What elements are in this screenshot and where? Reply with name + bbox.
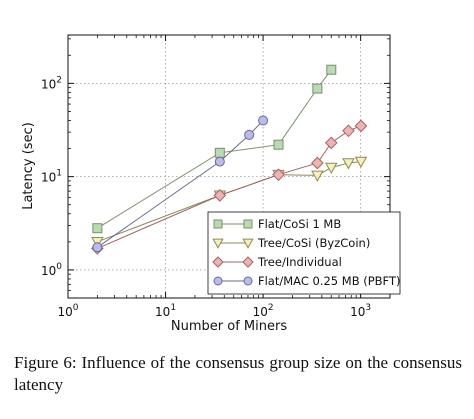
legend-label: Tree/CoSi (ByzCoin) xyxy=(257,236,370,250)
data-point xyxy=(244,129,255,140)
legend: Flat/CoSi 1 MB Tree/CoSi (ByzCoin) Tree/In… xyxy=(207,211,401,295)
legend-item: Flat/CoSi 1 MB xyxy=(213,217,341,231)
legend-marker xyxy=(213,219,223,229)
legend-label: Tree/Individual xyxy=(257,255,342,269)
legend-item: Flat/MAC 0.25 MB (PBFT) xyxy=(213,274,400,288)
latency-chart: 100 101 102 103 100 101 102 Number of Miners L… xyxy=(21,34,401,334)
series-0 xyxy=(92,64,337,234)
x-tick-label: 100 xyxy=(57,303,78,319)
legend-marker xyxy=(243,276,253,286)
legend-marker xyxy=(242,238,254,249)
data-point xyxy=(258,115,269,126)
data-point xyxy=(272,168,285,181)
data-point xyxy=(326,64,337,75)
data-point xyxy=(354,156,368,169)
y-tick-label: 102 xyxy=(41,75,62,91)
legend-marker xyxy=(212,256,224,268)
series-line xyxy=(97,69,332,229)
series-line xyxy=(97,120,264,248)
chart-figure: 100 101 102 103 100 101 102 Number of Miners L… xyxy=(21,34,401,334)
x-tick-label: 101 xyxy=(155,303,176,319)
axis-ticks: 100 101 102 103 100 101 102 xyxy=(41,35,391,319)
legend-label: Flat/CoSi 1 MB xyxy=(258,217,341,231)
legend-marker xyxy=(212,238,224,249)
legend-item: Tree/Individual xyxy=(212,255,342,269)
legend-marker xyxy=(213,276,223,286)
data-point xyxy=(214,156,225,167)
data-point xyxy=(213,189,227,202)
data-point xyxy=(342,158,355,170)
figure-caption: Figure 6: Influence of the consensus gro… xyxy=(14,353,462,394)
data-point xyxy=(92,242,103,253)
data-point xyxy=(311,170,324,182)
legend-marker xyxy=(243,219,253,229)
y-tick-label: 100 xyxy=(41,262,62,278)
legend-marker xyxy=(242,256,254,268)
data-point xyxy=(312,83,323,94)
data-point xyxy=(273,139,284,150)
plot-area-frame xyxy=(67,34,391,299)
series-group xyxy=(91,64,368,255)
data-point xyxy=(311,156,324,170)
data-point xyxy=(325,162,338,175)
x-tick-label: 103 xyxy=(350,303,371,319)
x-tick-label: 102 xyxy=(253,303,274,319)
x-axis-label: Number of Miners xyxy=(171,319,287,334)
y-tick-label: 101 xyxy=(41,169,62,185)
legend-box xyxy=(207,211,401,295)
series-3 xyxy=(92,115,269,253)
legend-label: Flat/MAC 0.25 MB (PBFT) xyxy=(258,274,400,288)
data-point xyxy=(214,147,225,158)
data-point xyxy=(342,124,355,138)
data-point xyxy=(354,119,368,133)
data-point xyxy=(324,136,338,150)
data-point xyxy=(92,223,103,234)
y-axis-label: Latency (sec) xyxy=(21,122,36,210)
legend-item: Tree/CoSi (ByzCoin) xyxy=(212,236,370,250)
